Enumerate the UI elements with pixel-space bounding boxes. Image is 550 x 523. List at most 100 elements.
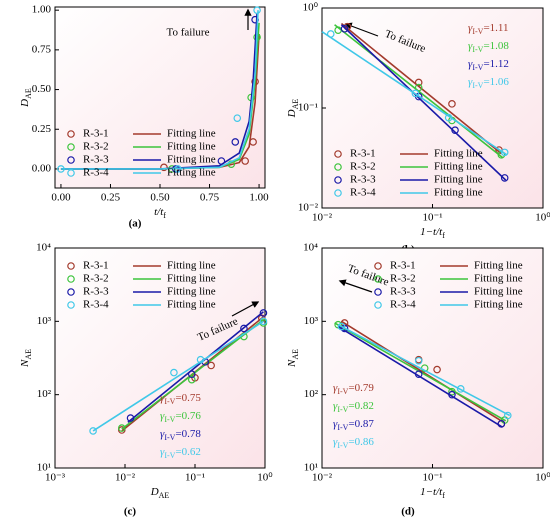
x-axis-label-sub: f bbox=[442, 231, 445, 240]
data-point bbox=[448, 100, 456, 108]
x-tick-label: 10⁰ bbox=[535, 212, 550, 224]
panel-label: (d) bbox=[401, 506, 415, 518]
legend-marker bbox=[334, 176, 342, 184]
x-axis-label-main: t/t bbox=[154, 206, 164, 218]
data-point bbox=[170, 368, 178, 377]
plot-frame bbox=[54, 247, 266, 469]
gamma-symbol: γ bbox=[160, 410, 165, 422]
data-point bbox=[241, 157, 249, 165]
data-point bbox=[503, 411, 512, 420]
data-point bbox=[451, 126, 459, 134]
legend-label: Fitting line bbox=[474, 260, 523, 272]
legend-label: Fitting line bbox=[474, 299, 523, 311]
x-tick-label: 0.25 bbox=[101, 192, 121, 204]
y-axis-label-main: D bbox=[19, 99, 31, 108]
gamma-symbol: γ bbox=[160, 428, 165, 440]
legend-marker bbox=[67, 143, 75, 151]
legend-label: Fitting line bbox=[434, 148, 483, 160]
x-tick-label: 0.75 bbox=[200, 192, 220, 204]
gamma-annotation: γI-V=1.12 bbox=[468, 58, 509, 73]
data-point bbox=[249, 138, 257, 146]
legend-label: Fitting line bbox=[167, 286, 216, 298]
legend-label: R-3-4 bbox=[83, 167, 109, 179]
gamma-sub: I-V bbox=[164, 433, 175, 442]
annotation-arrow bbox=[338, 279, 373, 293]
legend-marker bbox=[67, 156, 75, 164]
legend-marker bbox=[334, 150, 342, 158]
annotation: To failure bbox=[167, 27, 210, 39]
gamma-symbol: γ bbox=[333, 400, 338, 412]
data-point bbox=[126, 414, 135, 422]
x-axis-label-sub: f bbox=[163, 211, 166, 220]
y-tick-label: 0.50 bbox=[32, 83, 52, 95]
legend-label: Fitting line bbox=[167, 141, 216, 153]
gamma-value: =0.75 bbox=[175, 392, 201, 404]
legend-marker bbox=[67, 301, 75, 309]
y-axis-label: DAE bbox=[286, 99, 301, 119]
y-axis-label: NAE bbox=[19, 349, 34, 368]
data-point bbox=[117, 424, 126, 432]
legend-label: R-3-1 bbox=[390, 260, 416, 272]
x-axis-label-sub: AE bbox=[159, 491, 170, 500]
legend-label: Fitting line bbox=[167, 128, 216, 140]
y-axis-label-main: D bbox=[286, 109, 298, 118]
gamma-annotation: γI-V=1.08 bbox=[468, 40, 509, 55]
gamma-value: =0.82 bbox=[348, 400, 373, 412]
data-point bbox=[160, 163, 168, 172]
gamma-value: =0.87 bbox=[348, 418, 374, 430]
gamma-symbol: γ bbox=[160, 392, 165, 404]
x-axis-label: 1−t/tf bbox=[420, 226, 445, 241]
data-point bbox=[326, 30, 335, 38]
gamma-value: =0.86 bbox=[348, 436, 374, 448]
legend-label: R-3-3 bbox=[83, 154, 109, 166]
legend-label: R-3-2 bbox=[83, 273, 109, 285]
y-tick-label: 1.00 bbox=[32, 4, 52, 16]
panel-label: (a) bbox=[129, 218, 142, 230]
gamma-annotation: γI-V=1.11 bbox=[468, 22, 509, 37]
gamma-annotation: γI-V=1.06 bbox=[468, 76, 509, 91]
plot-frame bbox=[54, 6, 266, 189]
data-point bbox=[497, 420, 506, 428]
data-point bbox=[448, 390, 456, 399]
gamma-annotation: γI-V=0.86 bbox=[333, 436, 374, 451]
plot-frame bbox=[321, 247, 544, 469]
gamma-annotation: γI-V=0.75 bbox=[160, 392, 201, 407]
x-tick-label: 10⁻¹ bbox=[422, 472, 442, 484]
annotation-arrow bbox=[344, 22, 379, 37]
x-tick-label: 10⁻² bbox=[312, 212, 333, 224]
gamma-annotation: γI-V=0.76 bbox=[160, 410, 201, 425]
data-point bbox=[57, 165, 65, 173]
y-tick-label: 10⁴ bbox=[303, 242, 318, 254]
data-point bbox=[174, 165, 182, 173]
y-axis-label-sub: AE bbox=[24, 349, 33, 360]
legend-label: Fitting line bbox=[167, 167, 216, 179]
y-axis-label-sub: AE bbox=[24, 88, 33, 99]
x-tick-label: 0.50 bbox=[150, 192, 170, 204]
legend-label: R-3-1 bbox=[83, 260, 109, 272]
gamma-sub: I-V bbox=[472, 63, 483, 72]
gamma-symbol: γ bbox=[468, 22, 473, 34]
gamma-value: =1.08 bbox=[483, 40, 509, 52]
gamma-value: =1.12 bbox=[483, 58, 508, 70]
legend-marker bbox=[67, 130, 75, 138]
y-axis-label-sub: AE bbox=[291, 349, 300, 360]
gamma-sub: I-V bbox=[472, 27, 483, 36]
data-point bbox=[414, 83, 423, 92]
x-tick-label: 10⁰ bbox=[535, 472, 550, 484]
legend-label: R-3-4 bbox=[83, 299, 109, 311]
legend-label: R-3-3 bbox=[350, 174, 376, 186]
legend-marker bbox=[334, 163, 342, 171]
fit-line bbox=[321, 30, 508, 156]
gamma-symbol: γ bbox=[160, 446, 165, 458]
gamma-annotation: γI-V=0.82 bbox=[333, 400, 374, 415]
fit-line bbox=[92, 320, 264, 432]
y-tick-label: 10⁻² bbox=[298, 202, 319, 214]
legend-label: R-3-4 bbox=[350, 187, 376, 199]
data-point bbox=[207, 361, 215, 370]
plot-background bbox=[322, 248, 543, 468]
legend-label: Fitting line bbox=[167, 260, 216, 272]
fit-line bbox=[340, 24, 507, 181]
plot-background bbox=[55, 7, 265, 188]
legend-marker bbox=[67, 288, 75, 296]
